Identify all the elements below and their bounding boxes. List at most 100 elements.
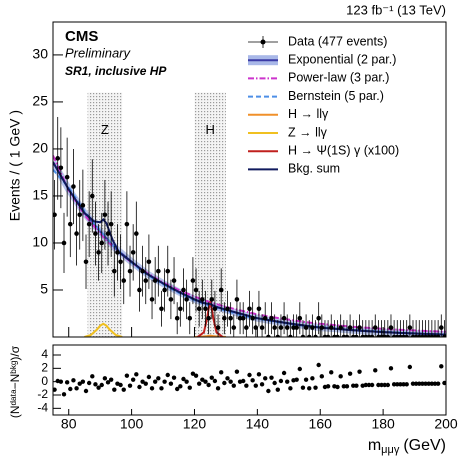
- data-point: [137, 287, 142, 293]
- pull-point: [256, 372, 262, 377]
- pull-point: [130, 377, 136, 382]
- pull-point: [366, 382, 372, 388]
- data-point: [372, 325, 378, 330]
- x-tick-label: 160: [309, 416, 333, 432]
- pull-point: [71, 378, 76, 383]
- pull-point: [102, 376, 108, 381]
- data-point: [338, 325, 343, 330]
- pull-point: [181, 376, 186, 382]
- data-point: [303, 325, 309, 330]
- pull-point: [127, 383, 133, 388]
- data-point: [61, 240, 67, 246]
- pull-point: [165, 372, 170, 378]
- pull-point: [272, 380, 277, 386]
- pull-point: [379, 382, 384, 388]
- legend-label: Data (477 events): [288, 34, 387, 48]
- pull-point: [376, 382, 381, 388]
- data-point: [228, 315, 233, 321]
- data-point: [86, 221, 92, 227]
- pull-point: [335, 384, 340, 390]
- data-point: [237, 315, 243, 321]
- pull-point: [96, 385, 101, 390]
- pull-point: [124, 373, 130, 378]
- pull-point: [395, 382, 400, 387]
- data-point: [247, 306, 252, 312]
- pull-point: [68, 386, 73, 392]
- data-point: [67, 221, 73, 227]
- pull-point: [338, 374, 343, 379]
- pull-point: [149, 386, 155, 391]
- pull-point: [90, 374, 95, 379]
- pull-point: [209, 375, 214, 380]
- pull-point: [212, 378, 218, 384]
- pull-point: [193, 373, 199, 378]
- pull-point: [162, 379, 167, 384]
- data-point: [369, 334, 375, 337]
- x-tick-label: 200: [434, 416, 458, 432]
- data-point: [102, 212, 108, 218]
- data-point: [310, 325, 315, 330]
- pull-point: [77, 381, 82, 386]
- pull-point: [222, 380, 227, 386]
- pull-point: [307, 386, 312, 391]
- pull-point: [404, 382, 409, 387]
- pull-point: [263, 376, 268, 381]
- pull-point: [118, 382, 123, 388]
- pull-point: [247, 372, 252, 378]
- pull-point: [420, 381, 425, 386]
- data-point: [404, 334, 409, 337]
- data-point: [347, 325, 353, 330]
- data-point: [152, 278, 158, 283]
- data-point: [388, 325, 394, 330]
- window-region: [194, 92, 226, 337]
- pull-point: [196, 381, 202, 386]
- pull-point: [53, 387, 57, 392]
- data-point: [316, 315, 321, 321]
- data-point: [218, 287, 224, 293]
- data-point: [112, 268, 117, 274]
- pull-point: [178, 384, 183, 389]
- x-tick-label: 180: [371, 416, 395, 432]
- data-point: [96, 250, 101, 255]
- pull-point: [432, 381, 438, 386]
- x-label-main: m: [368, 437, 381, 454]
- pull-point: [64, 380, 70, 385]
- pull-point: [423, 381, 428, 386]
- data-point: [203, 306, 208, 312]
- pull-point: [140, 379, 145, 384]
- pull-point: [244, 383, 249, 388]
- y-tick-label: 10: [32, 234, 48, 250]
- data-point: [99, 240, 105, 246]
- data-point: [55, 156, 61, 161]
- pull-point: [382, 382, 387, 388]
- pull-point: [93, 382, 98, 387]
- data-point: [354, 334, 359, 337]
- data-point: [149, 297, 155, 302]
- data-point: [288, 334, 293, 337]
- pull-point: [146, 374, 152, 380]
- pull-point: [341, 384, 347, 389]
- data-point: [328, 325, 334, 330]
- pull-axis-label: (Nᵈᵃᵗᵃ−Nᵇᵏᵍ)/σ: [8, 345, 22, 418]
- legend-label: H → Ψ(1S) γ (x100): [288, 143, 399, 157]
- pull-point: [74, 386, 79, 391]
- pull-point: [401, 382, 406, 387]
- pull-point: [253, 383, 258, 388]
- pull-point: [61, 392, 67, 397]
- data-point: [178, 306, 183, 312]
- lumi: 123 fb⁻¹ (13 TeV): [346, 2, 446, 17]
- pull-y-tick-label: -2: [37, 387, 48, 401]
- pull-point: [391, 382, 397, 387]
- data-point: [231, 325, 237, 330]
- data-point: [244, 325, 249, 330]
- data-point: [124, 221, 130, 227]
- data-point: [187, 315, 193, 321]
- pull-point: [369, 382, 375, 388]
- pull-point: [259, 382, 265, 387]
- x-label-unit: (GeV): [403, 437, 446, 454]
- legend-label: Power-law (3 par.): [288, 71, 389, 85]
- pull-point: [269, 375, 274, 380]
- data-point: [306, 334, 312, 337]
- data-point: [184, 297, 189, 302]
